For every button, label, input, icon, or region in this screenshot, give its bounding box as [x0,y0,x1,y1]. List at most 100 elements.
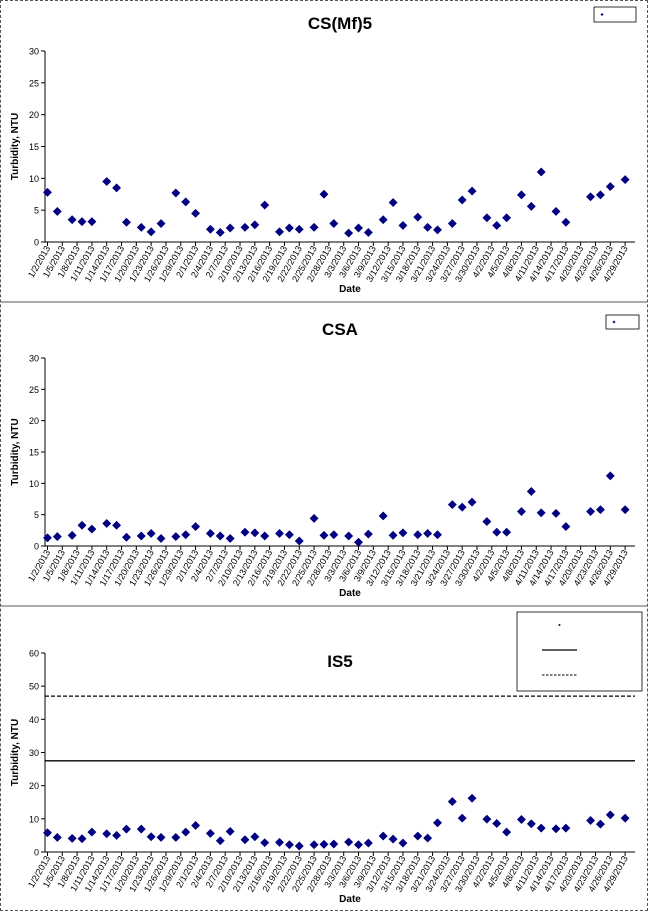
data-point [225,223,235,233]
y-tick-label: 30 [29,47,39,57]
data-point [205,224,215,234]
data-point [121,217,132,227]
data-point [586,506,596,517]
data-point [260,200,270,210]
data-point [605,471,615,481]
y-tick-label: 0 [34,542,39,552]
data-point [121,824,132,834]
data-point [502,827,512,837]
legend-marker [612,320,616,324]
data-point [620,813,630,823]
data-point [294,841,304,851]
data-point [181,530,191,540]
data-point [112,183,122,193]
data-point [526,201,536,211]
legend [516,611,643,692]
data-point [225,826,235,836]
data-point [363,227,373,238]
x-axis-label: Date [339,894,361,905]
y-tick-label: 20 [29,416,39,426]
y-tick-label: 30 [29,354,39,364]
data-point [467,793,477,803]
data-point [413,530,423,540]
data-point [423,222,433,232]
data-point [398,528,408,538]
data-point [274,227,285,237]
data-point [388,834,398,844]
data-point [378,831,388,841]
data-point [87,827,97,837]
data-point [146,528,156,539]
data-point [447,797,457,807]
data-point [205,828,215,838]
data-point [605,810,615,820]
y-tick-label: 15 [29,142,39,152]
data-point [42,828,53,838]
data-point [260,838,270,848]
data-point [52,206,62,216]
data-point [516,190,526,200]
y-tick-label: 50 [29,682,39,692]
legend-box [516,611,643,692]
y-axis-label: Turbidity, NTU [10,418,21,485]
y-tick-label: 40 [29,715,39,725]
data-point [77,834,87,844]
data-point [215,531,225,541]
data-point [156,218,166,229]
data-point [42,187,53,197]
data-point [319,530,329,540]
data-point [77,217,87,227]
data-point [146,832,156,842]
y-tick-label: 10 [29,174,39,184]
data-point [284,840,294,850]
data-point [595,819,605,829]
y-tick-label: 5 [34,206,39,216]
data-point [467,186,477,196]
data-point [102,829,112,839]
data-point [457,195,467,205]
data-point [344,531,354,541]
data-point [492,527,502,537]
data-point [294,536,304,546]
data-point [398,220,408,231]
data-point [205,528,215,539]
data-point [171,532,181,542]
data-point [413,831,423,841]
y-tick-label: 20 [29,110,39,120]
data-point [482,517,492,527]
data-point [457,813,467,823]
x-axis-label: Date [339,284,361,295]
data-point [309,840,319,850]
data-point [432,225,443,235]
data-point [250,220,260,230]
data-point [284,530,294,540]
data-point [536,508,546,518]
data-point [423,528,433,539]
data-point [191,522,201,532]
data-point [595,505,605,515]
data-point [561,217,571,227]
data-point [620,505,630,515]
data-point [502,213,512,223]
data-point [319,839,329,849]
data-point [121,532,132,542]
data-point [171,832,181,842]
data-point [87,217,97,227]
y-tick-label: 25 [29,385,39,395]
data-point [67,530,77,540]
data-point [191,208,201,218]
data-point [388,197,398,208]
data-point [181,197,191,207]
data-point [67,215,77,225]
legend-marker [558,624,561,626]
data-point [551,508,561,518]
data-point [353,840,364,850]
data-point [447,218,457,229]
data-point [516,814,526,825]
data-point [413,212,423,222]
data-point [353,537,364,547]
data-point [432,530,443,540]
data-point [329,530,339,540]
data-point [344,228,354,238]
